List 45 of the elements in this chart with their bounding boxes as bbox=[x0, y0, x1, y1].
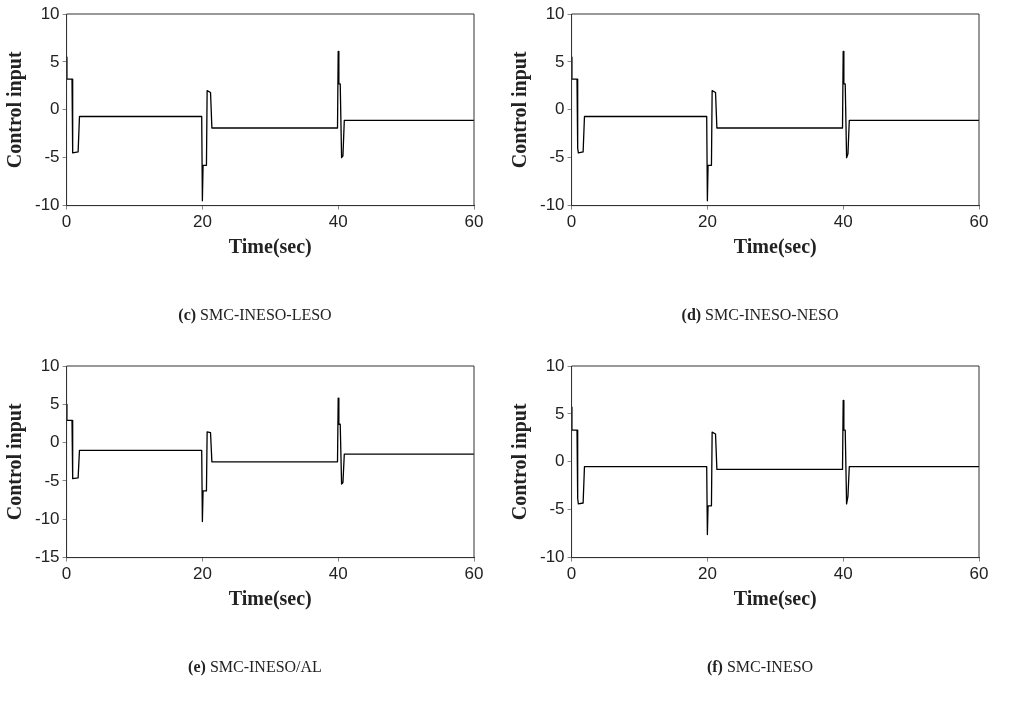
y-axis-title: Control input bbox=[3, 403, 27, 521]
y-axis-title: Control input bbox=[508, 403, 532, 521]
x-tick-label: 20 bbox=[192, 564, 212, 584]
y-tick-label: 10 bbox=[545, 355, 565, 375]
y-tick-label: -5 bbox=[549, 147, 565, 167]
y-tick-label: 10 bbox=[40, 355, 60, 375]
y-tick-label: -10 bbox=[34, 508, 60, 528]
x-tick-label: 40 bbox=[833, 212, 853, 232]
y-tick-label: 10 bbox=[40, 3, 60, 23]
y-tick-label: -5 bbox=[549, 499, 565, 519]
y-tick-label: 0 bbox=[50, 432, 60, 452]
x-tick-label: 60 bbox=[969, 212, 989, 232]
y-tick-label: 0 bbox=[555, 99, 565, 119]
y-tick-label: 0 bbox=[50, 99, 60, 119]
text: (e) SMC-INESO/AL bbox=[187, 658, 323, 676]
x-tick-label: 20 bbox=[192, 212, 212, 232]
text: (f) SMC-INESO bbox=[705, 658, 815, 676]
x-tick-label: 40 bbox=[328, 212, 348, 232]
x-axis-title: Time(sec) bbox=[733, 235, 817, 259]
y-tick-label: 10 bbox=[545, 3, 565, 23]
y-tick-label: -5 bbox=[44, 470, 60, 490]
x-tick-label: 60 bbox=[464, 564, 484, 584]
x-tick-label: 60 bbox=[969, 564, 989, 584]
x-tick-label: 40 bbox=[833, 564, 853, 584]
y-tick-label: 5 bbox=[50, 51, 60, 71]
text: (d) SMC-INESO-NESO bbox=[680, 306, 840, 324]
y-tick-label: 5 bbox=[50, 394, 60, 414]
x-axis-title: Time(sec) bbox=[228, 235, 312, 259]
y-tick-label: -5 bbox=[44, 147, 60, 167]
x-tick-label: 20 bbox=[697, 564, 717, 584]
y-tick-label: 0 bbox=[555, 451, 565, 471]
x-axis-title: Time(sec) bbox=[733, 587, 817, 611]
x-axis-title: Time(sec) bbox=[228, 587, 312, 611]
y-tick-label: -10 bbox=[34, 195, 60, 215]
y-tick-label: 5 bbox=[555, 403, 565, 423]
x-tick-label: 20 bbox=[697, 212, 717, 232]
x-tick-label: 40 bbox=[328, 564, 348, 584]
y-axis-title: Control input bbox=[508, 51, 532, 169]
y-tick-label: -10 bbox=[539, 547, 565, 567]
y-tick-label: -15 bbox=[34, 547, 60, 567]
x-tick-label: 60 bbox=[464, 212, 484, 232]
y-tick-label: -10 bbox=[539, 195, 565, 215]
y-axis-title: Control input bbox=[3, 51, 27, 169]
y-tick-label: 5 bbox=[555, 51, 565, 71]
text: (c) SMC-INESO-LESO bbox=[177, 306, 333, 324]
